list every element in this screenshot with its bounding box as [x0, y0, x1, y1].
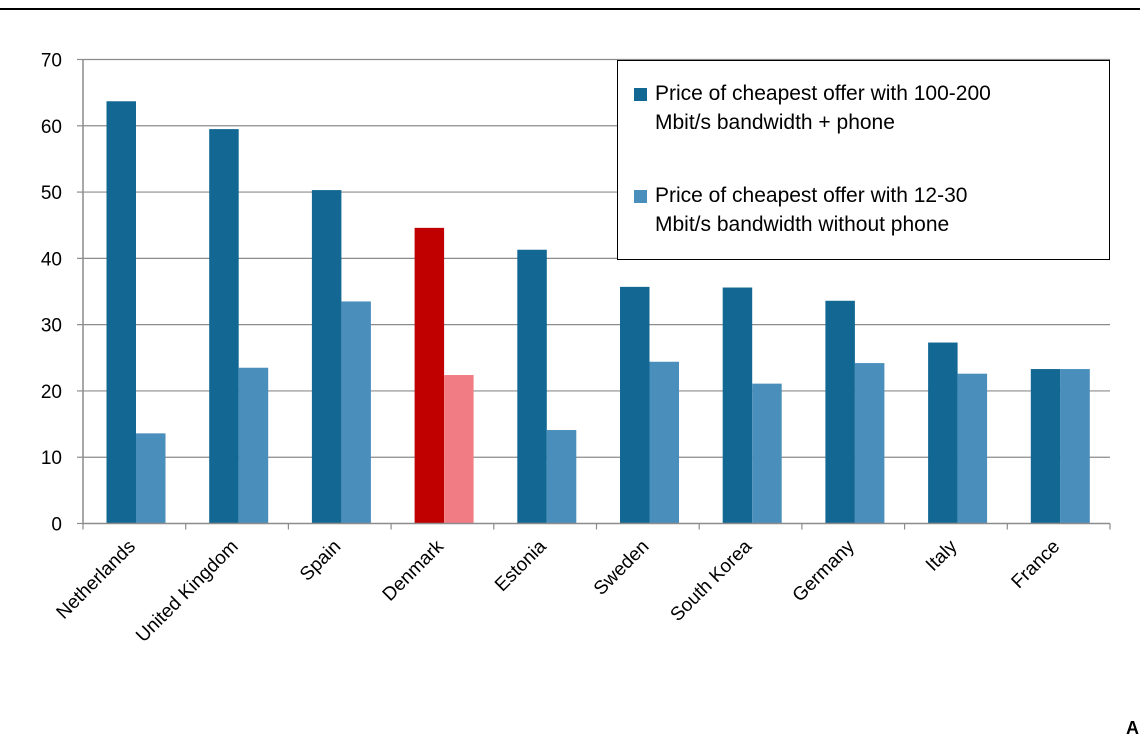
- legend-label-series-2: Price of cheapest offer with 12-30 Mbit/…: [655, 181, 967, 239]
- legend-label-series-1-line-2: Mbit/s bandwidth + phone: [655, 111, 895, 134]
- bar-spain-series-1: [311, 190, 342, 524]
- x-tick-label-italy: Italy: [922, 536, 962, 576]
- bar-netherlands-series-1: [106, 101, 136, 524]
- y-tick-label-20: 20: [41, 382, 62, 403]
- chart-legend: Price of cheapest offer with 100-200 Mbi…: [617, 60, 1110, 260]
- bar-sweden-series-2: [649, 361, 679, 524]
- y-tick-label-70: 70: [41, 51, 62, 72]
- bar-denmark-series-1: [414, 227, 445, 524]
- bar-estonia-series-2: [546, 430, 577, 524]
- corner-logo-fragment: Al: [1126, 718, 1140, 738]
- bar-germany-series-2: [854, 363, 885, 524]
- y-tick-label-50: 50: [41, 183, 62, 204]
- bar-france-series-1: [1030, 369, 1061, 524]
- legend-label-series-2-line-1: Price of cheapest offer with 12-30: [655, 184, 968, 207]
- bar-spain-series-2: [341, 301, 371, 524]
- y-tick-label-10: 10: [41, 448, 62, 469]
- x-tick-label-sweden: Sweden: [590, 536, 653, 599]
- x-tick-label-france: France: [1008, 536, 1065, 593]
- legend-label-series-1: Price of cheapest offer with 100-200 Mbi…: [655, 79, 991, 137]
- x-tick-label-united-kingdom: United Kingdom: [132, 536, 242, 646]
- x-tick-label-estonia: Estonia: [491, 536, 551, 596]
- x-tick-label-germany: Germany: [789, 536, 859, 606]
- x-tick-label-netherlands: Netherlands: [53, 536, 140, 623]
- bar-netherlands-series-2: [136, 433, 166, 524]
- y-tick-label-30: 30: [41, 316, 62, 337]
- bar-italy-series-2: [957, 373, 988, 524]
- x-tick-label-south-korea: South Korea: [667, 536, 757, 626]
- y-tick-label-60: 60: [41, 117, 62, 138]
- bar-france-series-2: [1060, 369, 1090, 524]
- bar-south-korea-series-2: [752, 383, 782, 524]
- x-tick-label-spain: Spain: [296, 536, 345, 585]
- legend-label-series-2-line-2: Mbit/s bandwidth without phone: [655, 213, 950, 236]
- top-rule: [0, 8, 1140, 10]
- bar-germany-series-1: [825, 300, 855, 524]
- legend-swatch-series-1: [634, 88, 647, 101]
- y-tick-label-40: 40: [41, 249, 62, 270]
- bar-south-korea-series-1: [722, 287, 753, 524]
- bar-italy-series-1: [928, 342, 958, 524]
- bar-united-kingdom-series-2: [238, 367, 269, 524]
- bar-sweden-series-1: [620, 286, 650, 524]
- x-tick-label-denmark: Denmark: [379, 536, 449, 606]
- bar-estonia-series-1: [517, 249, 547, 524]
- bar-united-kingdom-series-1: [209, 129, 239, 524]
- legend-label-series-1-line-1: Price of cheapest offer with 100-200: [655, 82, 991, 105]
- y-tick-label-0: 0: [51, 515, 62, 536]
- legend-swatch-series-2: [634, 190, 647, 203]
- bar-denmark-series-2: [444, 375, 474, 524]
